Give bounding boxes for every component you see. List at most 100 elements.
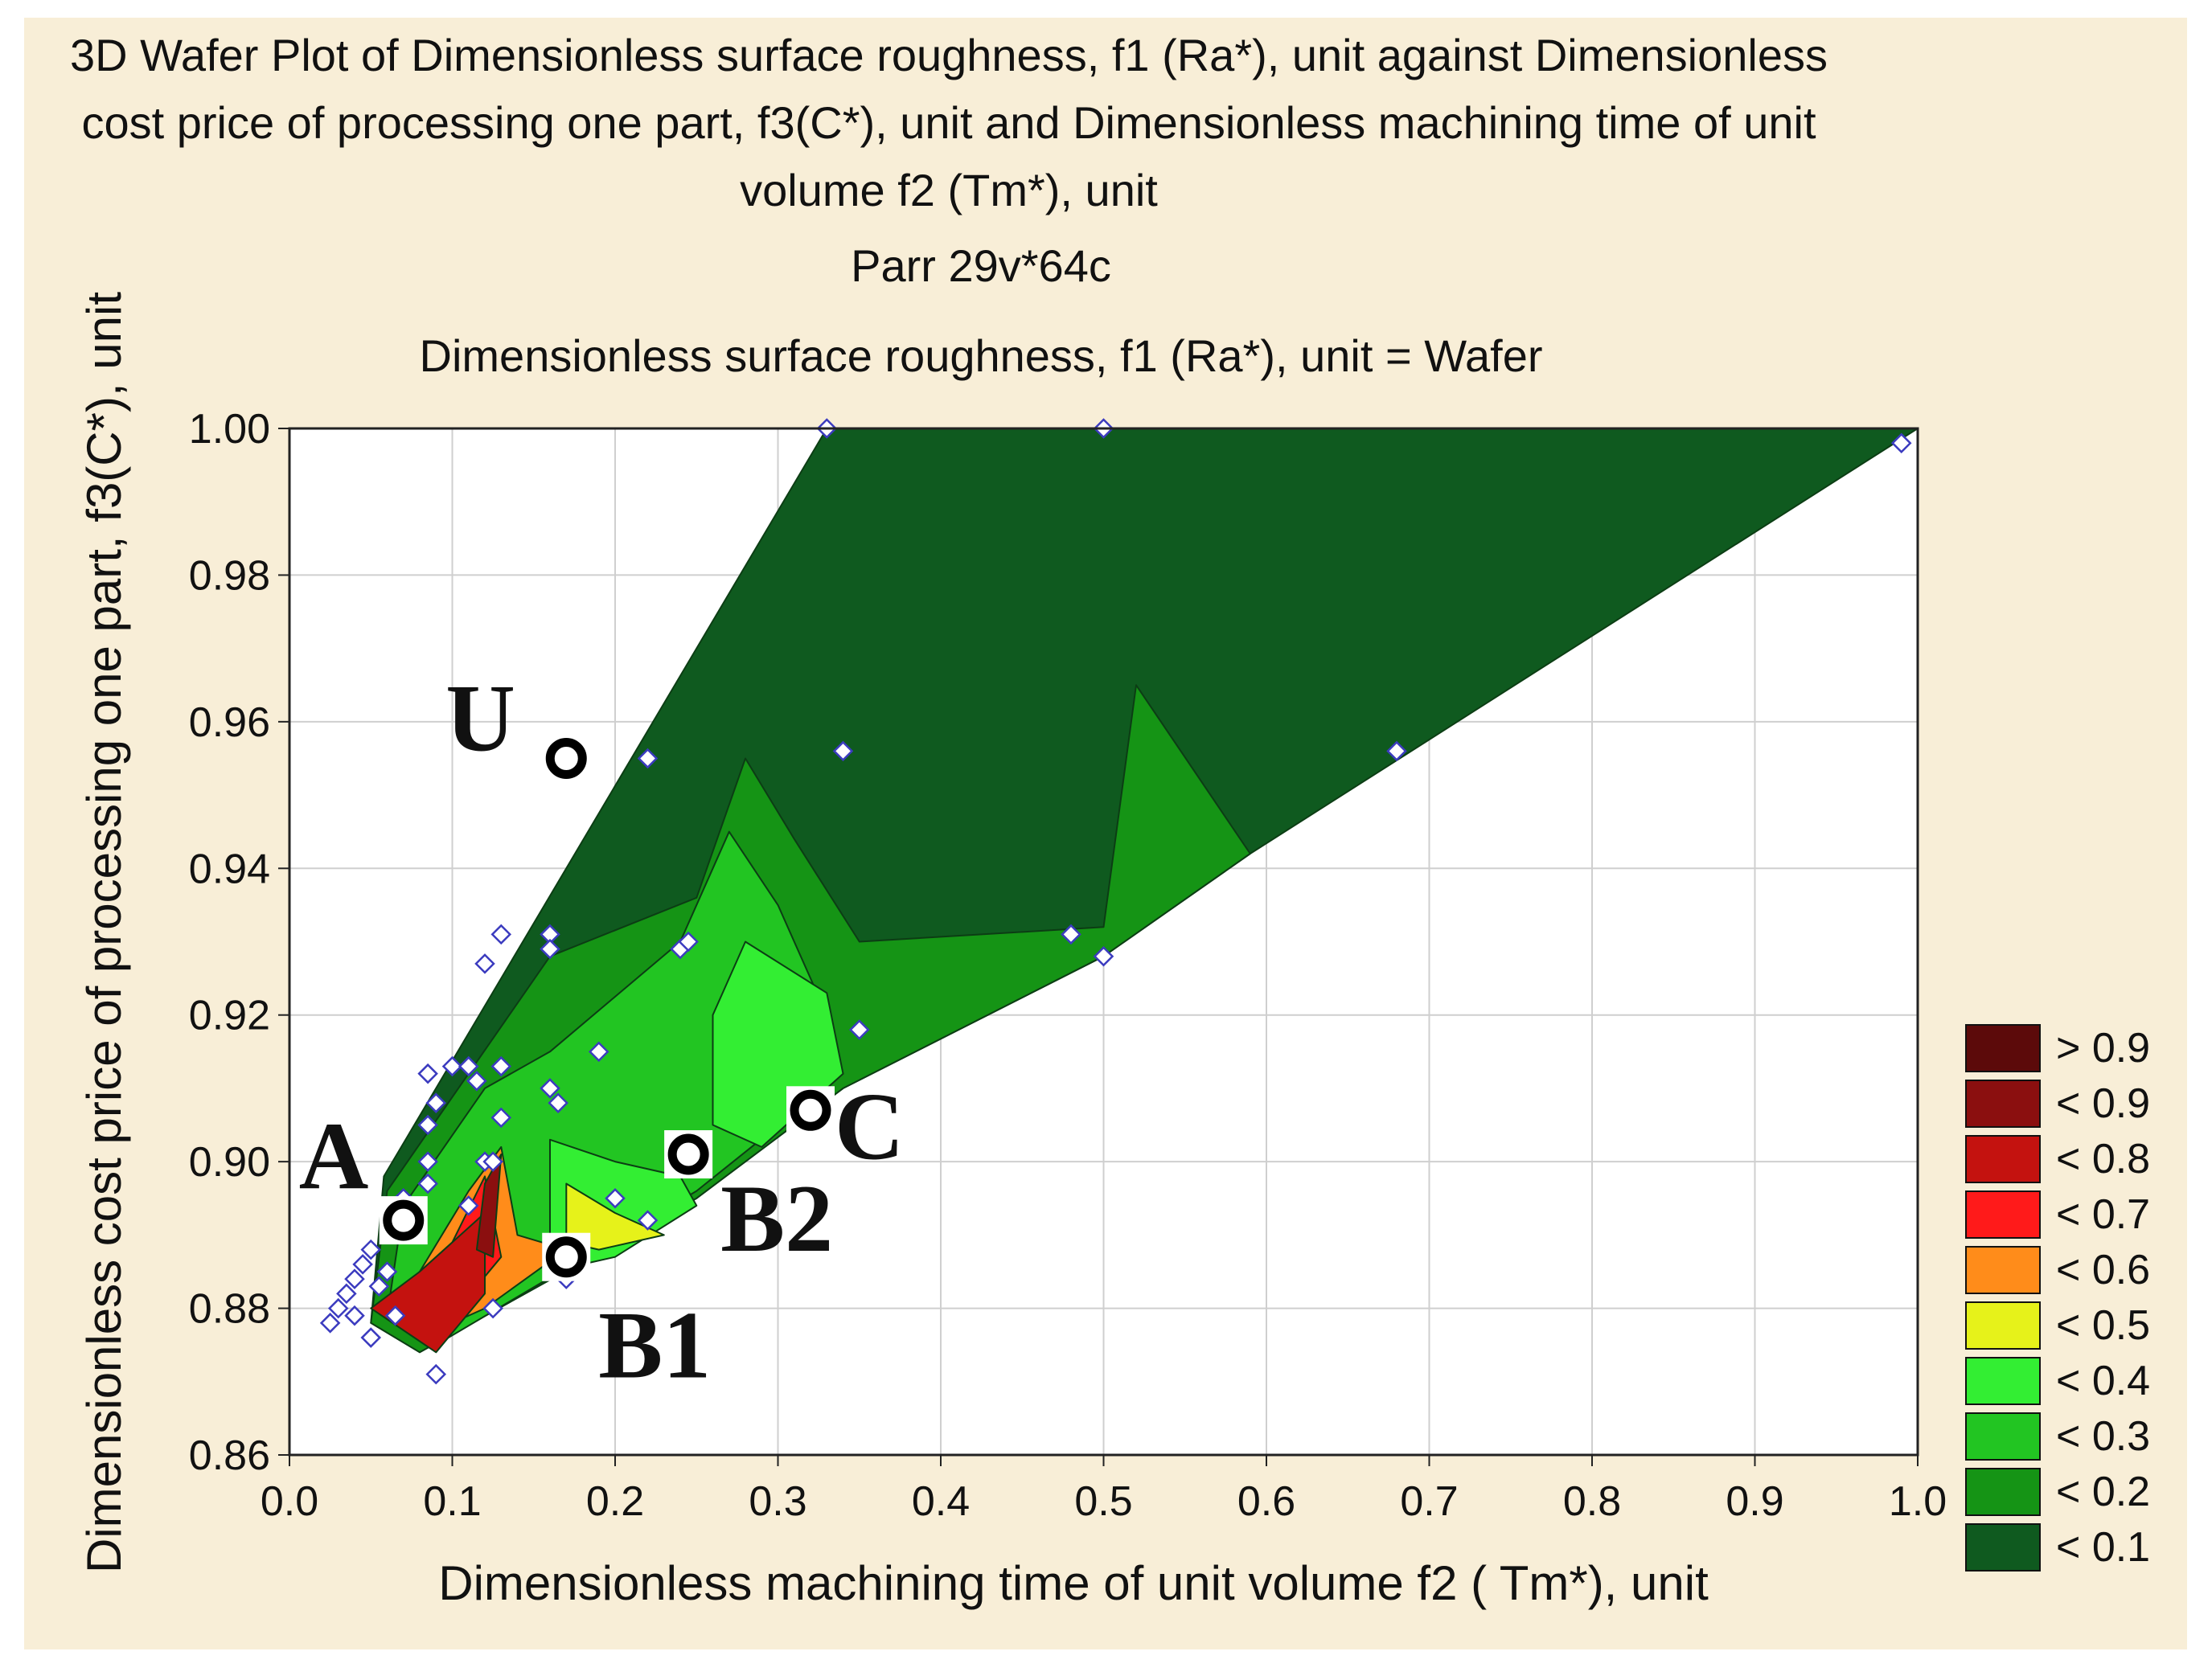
- chart-title-line-3: volume f2 (Tm*), unit: [740, 165, 1158, 215]
- annotation-marker: [790, 1089, 831, 1131]
- data-point: [832, 740, 854, 762]
- data-point: [360, 1327, 382, 1348]
- x-tick-label: 0.0: [261, 1478, 318, 1525]
- annotation-marker: [383, 1199, 425, 1241]
- legend: > 0.9 < 0.9 < 0.8 < 0.7 < 0.6 < 0.5 < 0.4 < 0.3…: [1965, 1024, 2150, 1572]
- data-point: [482, 1151, 503, 1172]
- data-point: [360, 1239, 382, 1260]
- wafer-variable-caption: Dimensionless surface roughness, f1 (Ra*…: [420, 330, 1543, 381]
- x-tick-label: 0.8: [1563, 1478, 1621, 1525]
- data-point: [319, 1313, 341, 1334]
- annotation-label: B1: [598, 1292, 711, 1399]
- data-point: [384, 1305, 406, 1326]
- x-tick-label: 1.0: [1889, 1478, 1947, 1525]
- data-point: [490, 924, 512, 945]
- data-point: [368, 1276, 390, 1297]
- y-tick-label: 0.92: [189, 993, 270, 1039]
- data-point: [466, 1071, 487, 1092]
- x-axis-title: Dimensionless machining time of unit vol…: [438, 1556, 1709, 1610]
- legend-swatch: [1965, 1301, 2041, 1350]
- y-tick-label: 0.94: [189, 846, 270, 892]
- data-point: [458, 1195, 479, 1216]
- data-point: [588, 1041, 609, 1063]
- legend-label: < 0.4: [2056, 1358, 2150, 1404]
- data-point: [376, 1261, 398, 1282]
- y-tick-label: 0.90: [189, 1139, 270, 1186]
- y-axis-title: Dimensionless cost price of processing o…: [77, 292, 131, 1573]
- data-point: [605, 1187, 626, 1209]
- legend-swatch: [1965, 1135, 2041, 1183]
- legend-label: < 0.7: [2056, 1191, 2150, 1238]
- y-tick-label: 0.88: [189, 1286, 270, 1333]
- data-point: [1093, 945, 1114, 967]
- data-point: [327, 1297, 349, 1319]
- y-tick-label: 0.98: [189, 552, 270, 599]
- data-point: [425, 1363, 447, 1385]
- legend-swatch: [1965, 1468, 2041, 1516]
- data-point: [1386, 740, 1407, 762]
- contour-region: [565, 1182, 665, 1251]
- legend-swatch: [1965, 1523, 2041, 1572]
- data-point: [344, 1268, 365, 1289]
- annotation-label: C: [835, 1072, 905, 1179]
- legend-label: < 0.2: [2056, 1469, 2150, 1515]
- plot-area: 0.0 0.1 0.2 0.3 0.4 0.5 0.6 0.7 0.8 0.9 1.0 0.86 0.8…: [189, 406, 1947, 1525]
- x-tick-label: 0.5: [1074, 1478, 1132, 1525]
- data-point: [540, 1078, 560, 1099]
- annotation-label: B2: [720, 1165, 833, 1272]
- legend-label: < 0.3: [2056, 1413, 2150, 1460]
- annotation-label: U: [445, 664, 515, 771]
- legend-swatch: [1965, 1357, 2041, 1405]
- data-point: [417, 1151, 438, 1172]
- data-point: [352, 1254, 373, 1275]
- x-tick-label: 0.9: [1726, 1478, 1783, 1525]
- data-point: [336, 1283, 357, 1305]
- data-point: [848, 1019, 870, 1040]
- legend-label: < 0.6: [2056, 1247, 2150, 1293]
- y-tick-label: 0.96: [189, 699, 270, 746]
- data-point: [637, 748, 659, 769]
- data-point: [474, 953, 495, 974]
- x-tick-label: 0.1: [423, 1478, 481, 1525]
- data-point: [548, 1092, 568, 1113]
- annotation-marker: [545, 1236, 587, 1278]
- data-point: [1890, 432, 1912, 454]
- legend-label: > 0.9: [2056, 1025, 2150, 1072]
- legend-swatch: [1965, 1412, 2041, 1461]
- legend-label: < 0.9: [2056, 1080, 2150, 1127]
- data-point: [425, 1092, 447, 1113]
- data-point: [417, 1114, 438, 1136]
- legend-swatch: [1965, 1024, 2041, 1072]
- chart-title-line-1: 3D Wafer Plot of Dimensionless surface r…: [70, 30, 1828, 80]
- data-point: [490, 1055, 512, 1077]
- annotation-marker: [545, 737, 587, 779]
- legend-label: < 0.1: [2056, 1524, 2150, 1571]
- data-point: [441, 1055, 463, 1077]
- data-point: [637, 1210, 659, 1231]
- legend-label: < 0.8: [2056, 1136, 2150, 1182]
- chart-title-line-2: cost price of processing one part, f3(C*…: [81, 97, 1816, 148]
- plot-border: [288, 427, 1919, 1457]
- data-point: [540, 938, 560, 960]
- legend-label: < 0.5: [2056, 1302, 2150, 1349]
- annotation-marker: [667, 1133, 709, 1175]
- x-tick-label: 0.3: [749, 1478, 806, 1525]
- data-point: [417, 1063, 438, 1084]
- x-tick-label: 0.2: [586, 1478, 644, 1525]
- legend-swatch: [1965, 1246, 2041, 1294]
- annotation-label: A: [299, 1102, 369, 1209]
- data-point: [458, 1055, 479, 1077]
- x-tick-label: 0.6: [1237, 1478, 1295, 1525]
- chart-subtitle: Parr 29v*64c: [851, 240, 1111, 291]
- y-tick-label: 1.00: [189, 406, 270, 453]
- data-point: [417, 1173, 438, 1195]
- data-point: [1061, 924, 1081, 945]
- data-point: [482, 1297, 503, 1319]
- data-point: [678, 931, 699, 953]
- legend-swatch: [1965, 1190, 2041, 1239]
- y-tick-label: 0.86: [189, 1432, 270, 1479]
- x-tick-label: 0.4: [912, 1478, 970, 1525]
- x-tick-label: 0.7: [1400, 1478, 1458, 1525]
